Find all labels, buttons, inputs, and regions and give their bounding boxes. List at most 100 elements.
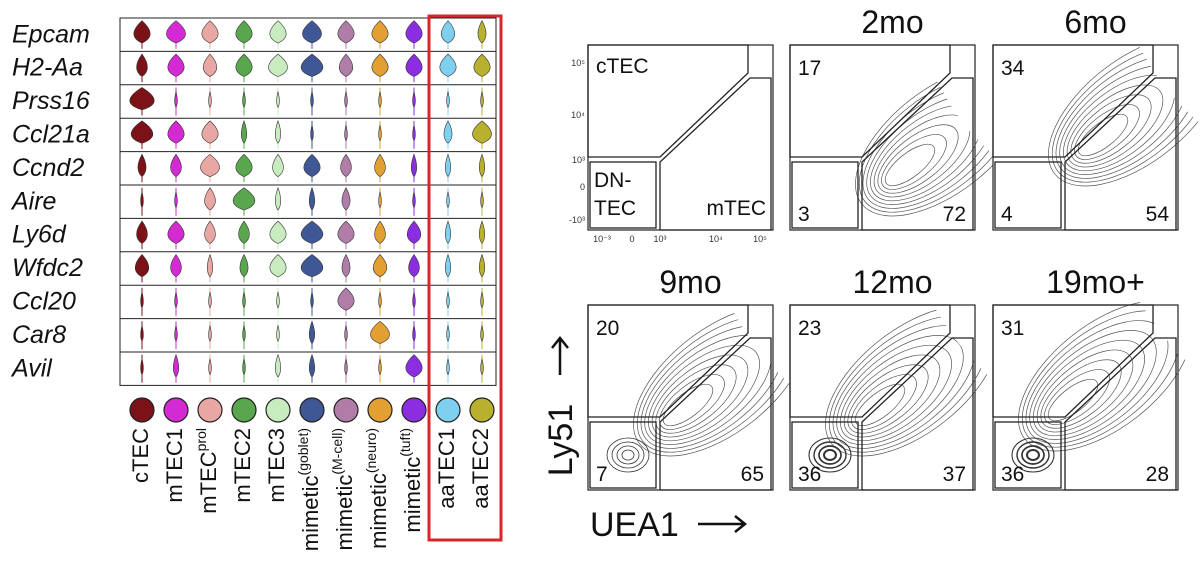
violin: [412, 325, 416, 342]
violin: [206, 253, 214, 278]
violin: [136, 53, 148, 77]
violin: [208, 358, 212, 376]
violin: [242, 325, 246, 342]
panel-title: 9mo: [659, 264, 721, 300]
violin: [140, 191, 144, 209]
violin: [341, 253, 351, 278]
violin: [478, 253, 486, 278]
gene-label: Epcam: [12, 20, 90, 48]
violin: [167, 120, 185, 144]
cell-type-label: mTEC3: [264, 428, 289, 503]
highlight-box: [427, 14, 503, 542]
violin: [372, 254, 388, 278]
cell-type-name: mTEC2: [230, 428, 255, 503]
flow-panel: 2mo 17 3 72: [789, 4, 1023, 231]
gate-value: 3: [798, 203, 810, 226]
contour: [1074, 104, 1140, 160]
violin: [303, 153, 321, 178]
violin: [174, 325, 178, 342]
violin: [202, 53, 218, 77]
violin: [439, 53, 457, 77]
violin: [136, 220, 148, 244]
violin: [140, 325, 144, 342]
violin: [444, 153, 452, 178]
violin: [129, 87, 155, 111]
cell-type-label: mimetic(tuft): [397, 428, 425, 533]
gate-value: 17: [798, 57, 821, 80]
x-tick-label: 10³: [653, 234, 666, 244]
cell-type-label: mTEC1: [162, 428, 187, 503]
violin-grid: [119, 17, 497, 386]
violin: [371, 20, 389, 44]
violin: [137, 153, 147, 178]
violin: [239, 253, 249, 278]
contour: [648, 344, 760, 442]
violin: [240, 120, 248, 144]
violin: [408, 253, 420, 278]
gate-value: 31: [1001, 317, 1024, 340]
violin: [302, 20, 322, 44]
violin: [269, 20, 287, 44]
violin: [274, 186, 282, 211]
contour: [662, 383, 714, 427]
gate-value: 37: [943, 463, 966, 486]
violin: [238, 220, 250, 244]
violin: [204, 187, 216, 211]
cell-type-name: mTEC3: [264, 428, 289, 503]
violin: [208, 325, 212, 342]
violin: [337, 20, 355, 44]
ctec-gate: [992, 304, 1154, 418]
violin: [167, 53, 185, 77]
contour: [1033, 339, 1145, 437]
violin: [480, 325, 484, 342]
gate-label: DN-: [594, 169, 631, 192]
violin: [276, 325, 280, 342]
y-axis-arrow: [551, 335, 569, 375]
mtec-gate: [1064, 77, 1177, 231]
violin: [412, 91, 416, 109]
contour: [843, 354, 941, 438]
violin: [480, 191, 484, 209]
violin: [374, 220, 386, 244]
contour: [1011, 437, 1055, 473]
violin: [444, 253, 452, 278]
cell-type-swatch: [231, 397, 257, 423]
x-axis-arrow: [698, 515, 748, 533]
cell-type-sup: (neuro): [363, 428, 379, 473]
violin: [405, 354, 423, 378]
contour: [884, 143, 936, 187]
violin: [370, 320, 390, 345]
ctec-gate: [789, 44, 951, 158]
violin: [232, 187, 256, 211]
cell-type-name: aaTEC1: [434, 428, 459, 509]
contour: [1077, 113, 1129, 157]
cell-type-swatch: [401, 397, 427, 423]
violin: [274, 120, 282, 144]
x-axis-label: UEA1: [590, 506, 679, 544]
contour: [1066, 84, 1164, 168]
cell-type-sup: (goblet): [295, 428, 311, 475]
gate-value: 36: [1001, 463, 1024, 486]
violin: [341, 187, 351, 211]
cell-type-sup: (tuft): [397, 428, 413, 457]
contour: [881, 134, 947, 190]
violin: [242, 291, 246, 309]
dn-gate: [589, 161, 657, 229]
violin: [242, 91, 246, 109]
ctec-gate: [992, 44, 1154, 158]
violin: [374, 153, 386, 178]
contour: [1051, 45, 1200, 183]
violin: [340, 153, 352, 178]
violin: [130, 120, 154, 144]
cell-type-swatch: [163, 397, 189, 423]
violin: [412, 124, 416, 142]
gate-value: 4: [1001, 203, 1013, 226]
violin: [235, 20, 253, 44]
violin: [174, 191, 178, 209]
contour: [854, 383, 906, 427]
cell-type-name: mTEC: [196, 451, 221, 513]
contour: [611, 441, 645, 469]
gene-label: Aire: [10, 187, 56, 215]
violin: [300, 254, 324, 278]
contour: [655, 364, 737, 434]
